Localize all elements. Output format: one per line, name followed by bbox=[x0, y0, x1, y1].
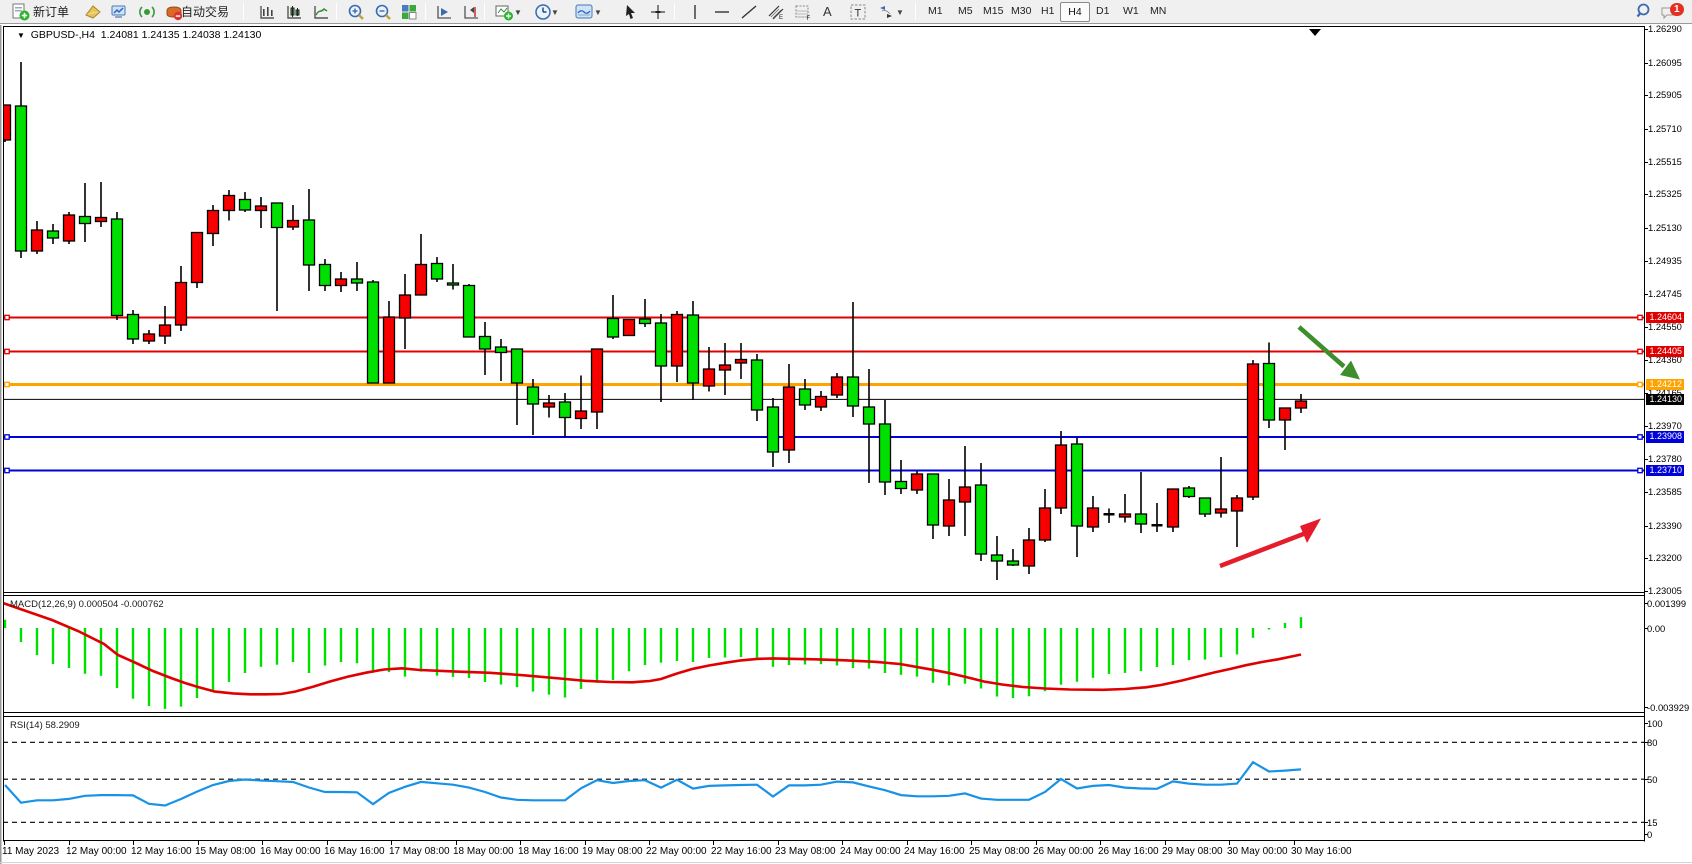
svg-text:E: E bbox=[779, 15, 783, 21]
svg-text:T: T bbox=[855, 8, 862, 20]
svg-text:F: F bbox=[807, 16, 811, 21]
